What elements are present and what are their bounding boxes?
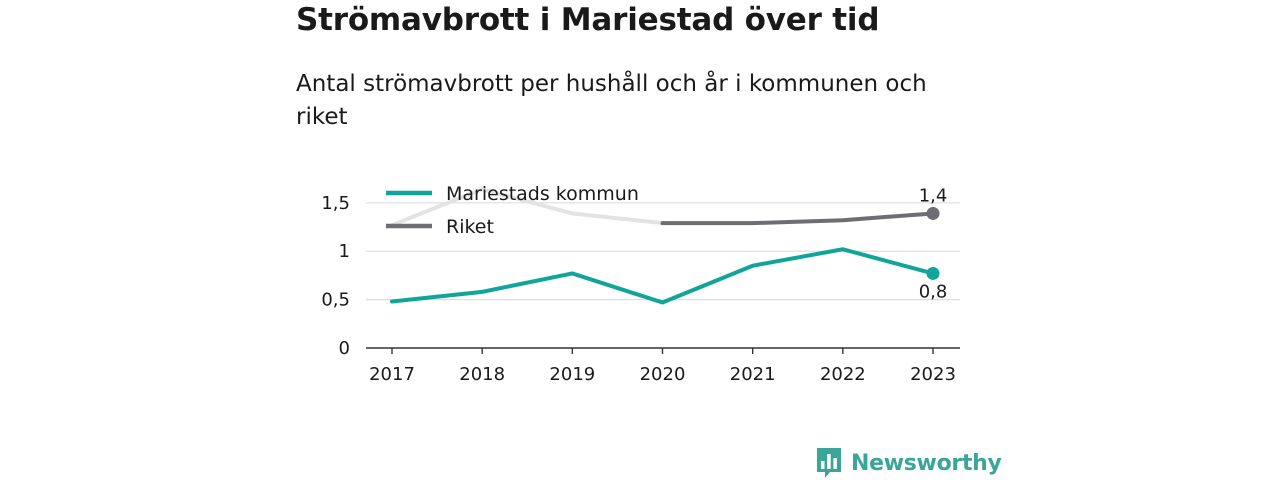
chart-subtitle: Antal strömavbrott per hushåll och år i … <box>296 71 927 130</box>
x-tick-label-5: 2022 <box>820 364 866 385</box>
y-tick-label-3: 1,5 <box>321 193 350 214</box>
newsworthy-chart-icon <box>817 448 841 478</box>
x-tick-label-6: 2023 <box>910 364 956 385</box>
riket-end-point <box>926 206 940 220</box>
y-tick-label-0: 0 <box>339 338 350 359</box>
legend-label-riket: Riket <box>446 216 494 238</box>
y-tick-label-2: 1 <box>339 241 350 262</box>
legend-label-mariestads: Mariestads kommun <box>446 183 639 205</box>
x-tick-label-4: 2021 <box>730 364 776 385</box>
brand-name: Newsworthy <box>851 450 1002 476</box>
mariestads-end-label: 0,8 <box>919 281 948 302</box>
riket-line-faded <box>390 187 665 228</box>
chart-title: Strömavbrott i Mariestad över tid <box>296 2 880 38</box>
riket-line <box>660 211 936 226</box>
x-tick-label-1: 2018 <box>459 364 505 385</box>
x-tick-label-2: 2019 <box>549 364 595 385</box>
riket-end-label: 1,4 <box>919 185 948 206</box>
mariestads-line <box>390 247 936 305</box>
x-tick-label-3: 2020 <box>640 364 686 385</box>
y-tick-label-1: 0,5 <box>321 290 350 311</box>
newsworthy-brand[interactable]: Newsworthy <box>815 446 1002 480</box>
x-tick-label-0: 2017 <box>369 364 415 385</box>
mariestads-end-point <box>926 266 940 280</box>
